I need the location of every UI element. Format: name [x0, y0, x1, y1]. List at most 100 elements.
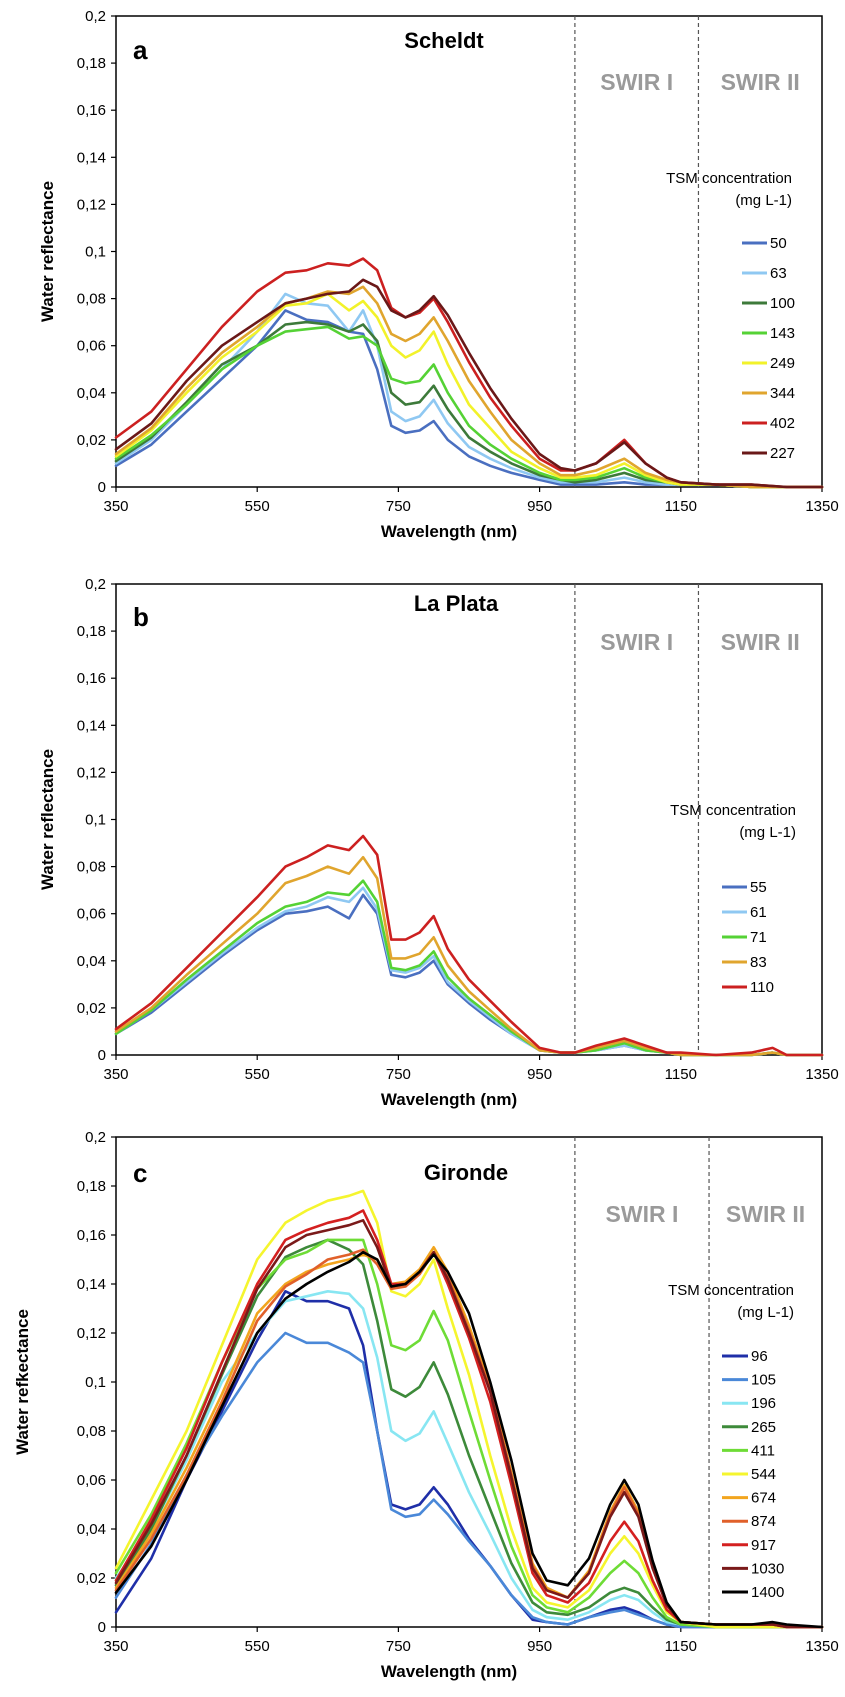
- chart-panel-b: 0 0,02 0,04 0,06 0,08 0,1 0,12 0,14 0,16 0,18 0,2 3…: [38, 576, 839, 1109]
- series-line-55: [114, 893, 824, 1057]
- series-line-71: [114, 879, 824, 1057]
- series-line-411: [114, 1238, 824, 1629]
- x-tick-label: 950: [527, 1638, 552, 1655]
- y-tick-label: 0,12: [77, 1325, 106, 1342]
- x-tick-label: 1150: [665, 1638, 697, 1655]
- legend-title: TSM concentration: [666, 170, 792, 187]
- legend-label: 544: [751, 1466, 776, 1483]
- legend-label: 105: [751, 1372, 776, 1389]
- series-line-61: [114, 886, 824, 1057]
- legend-label: 50: [770, 235, 787, 252]
- legend-label: 110: [750, 979, 774, 996]
- y-tick-label: 0,04: [77, 953, 106, 970]
- y-tick-label: 0,06: [77, 906, 106, 923]
- y-tick-label: 0,08: [77, 1423, 106, 1440]
- series-line-110: [114, 834, 824, 1057]
- legend-label: 55: [750, 879, 767, 896]
- chart-panel-a: 0 0,02 0,04 0,06 0,08 0,1 0,12 0,14 0,16 0,18 0,2 3…: [38, 8, 839, 541]
- x-tick-label: 350: [103, 1066, 128, 1083]
- y-tick-label: 0,06: [77, 1472, 106, 1489]
- x-tick-label: 750: [386, 1638, 411, 1655]
- legend-title: TSM concentration: [668, 1282, 794, 1299]
- y-tick-label: 0,04: [77, 385, 106, 402]
- y-axis-label: Water reflectance: [38, 181, 57, 322]
- y-tick-label: 0,1: [85, 244, 106, 261]
- y-tick-label: 0,2: [85, 576, 106, 593]
- x-tick-label: 950: [527, 498, 552, 515]
- region-label: SWIR II: [721, 629, 800, 655]
- panel-letter: a: [133, 35, 148, 65]
- x-tick-label: 1150: [665, 1066, 697, 1083]
- y-tick-label: 0,02: [77, 432, 106, 449]
- y-tick-label: 0,16: [77, 102, 106, 119]
- series-line-402: [114, 257, 824, 489]
- y-tick-label: 0,1: [85, 812, 106, 829]
- y-tick-label: 0,02: [77, 1000, 106, 1017]
- legend-label: 874: [751, 1513, 776, 1530]
- series-line-1400: [114, 1250, 824, 1629]
- y-tick-label: 0,18: [77, 623, 106, 640]
- y-tick-label: 0,14: [77, 149, 106, 166]
- y-tick-label: 0,1: [85, 1374, 106, 1391]
- legend-title-unit: (mg L-1): [737, 1304, 794, 1321]
- legend-label: 344: [770, 385, 795, 402]
- y-tick-label: 0: [98, 1047, 106, 1064]
- y-tick-label: 0,16: [77, 670, 106, 687]
- chart-title: Scheldt: [404, 28, 484, 53]
- y-axis-label: Water reflectance: [38, 749, 57, 890]
- y-tick-label: 0,12: [77, 764, 106, 781]
- legend-label: 143: [770, 325, 795, 342]
- y-tick-label: 0: [98, 1619, 106, 1636]
- y-tick-label: 0,14: [77, 717, 106, 734]
- y-tick-label: 0: [98, 479, 106, 496]
- legend-label: 100: [770, 295, 795, 312]
- y-tick-label: 0,08: [77, 291, 106, 308]
- series-line-50: [114, 309, 824, 489]
- x-tick-label: 350: [103, 1638, 128, 1655]
- plot-frame: [115, 15, 823, 488]
- legend-label: 96: [751, 1348, 768, 1365]
- x-tick-label: 750: [386, 498, 411, 515]
- legend-label: 227: [770, 445, 795, 462]
- x-tick-label: 550: [245, 498, 270, 515]
- x-tick-label: 1350: [805, 498, 838, 515]
- y-tick-label: 0,08: [77, 859, 106, 876]
- legend-label: 917: [751, 1537, 776, 1554]
- y-axis-label: Water refkectance: [13, 1309, 32, 1455]
- legend-label: 674: [751, 1490, 776, 1507]
- legend-label: 196: [751, 1395, 776, 1412]
- plot-frame: [115, 583, 823, 1056]
- x-tick-label: 1350: [805, 1638, 838, 1655]
- x-tick-label: 1350: [805, 1066, 838, 1083]
- legend-label: 249: [770, 355, 795, 372]
- legend-label: 402: [770, 415, 795, 432]
- panel-letter: b: [133, 602, 149, 632]
- series-line-63: [114, 292, 824, 489]
- series-line-674: [114, 1246, 824, 1629]
- series-line-249: [114, 292, 824, 489]
- legend-label: 71: [750, 929, 767, 946]
- y-tick-label: 0,2: [85, 1129, 106, 1146]
- y-tick-label: 0,18: [77, 1178, 106, 1195]
- chart-panel-c: 0 0,02 0,04 0,06 0,08 0,1 0,12 0,14 0,16 0,18 0,2 3…: [13, 1129, 839, 1681]
- y-tick-label: 0,04: [77, 1521, 106, 1538]
- region-label: SWIR I: [606, 1201, 679, 1227]
- x-axis-label: Wavelength (nm): [381, 1090, 517, 1109]
- x-tick-label: 350: [103, 498, 128, 515]
- y-tick-label: 0,02: [77, 1570, 106, 1587]
- legend-label: 61: [750, 904, 767, 921]
- x-tick-label: 550: [245, 1066, 270, 1083]
- chart-title: La Plata: [414, 591, 499, 616]
- legend-label: 1030: [751, 1560, 784, 1577]
- legend-title: TSM concentration: [670, 802, 796, 819]
- y-tick-label: 0,14: [77, 1276, 106, 1293]
- region-label: SWIR I: [600, 629, 673, 655]
- x-axis-label: Wavelength (nm): [381, 1662, 517, 1681]
- legend-label: 411: [751, 1442, 775, 1459]
- x-tick-label: 950: [527, 1066, 552, 1083]
- legend-title-unit: (mg L-1): [735, 192, 792, 209]
- series-line-917: [114, 1209, 824, 1629]
- x-tick-label: 1150: [665, 498, 697, 515]
- region-label: SWIR II: [726, 1201, 805, 1227]
- y-tick-label: 0,2: [85, 8, 106, 25]
